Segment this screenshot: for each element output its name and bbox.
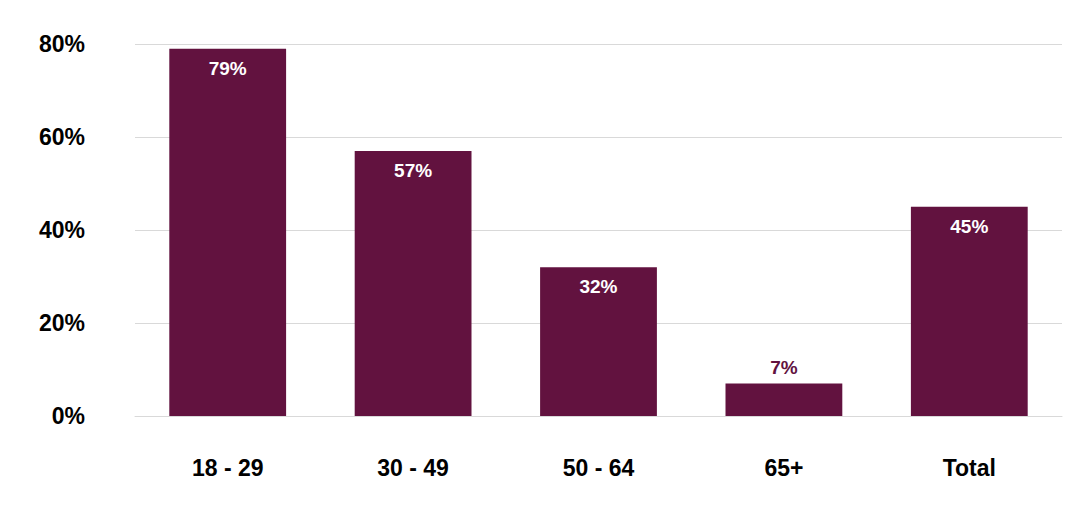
svg-text:57%: 57% [394, 160, 432, 181]
svg-text:60%: 60% [39, 124, 85, 150]
svg-text:20%: 20% [39, 310, 85, 336]
svg-text:7%: 7% [770, 357, 798, 378]
svg-text:0%: 0% [52, 403, 85, 429]
svg-text:65+: 65+ [764, 455, 803, 481]
svg-text:40%: 40% [39, 217, 85, 243]
svg-text:50 - 64: 50 - 64 [563, 455, 635, 481]
svg-text:30 - 49: 30 - 49 [377, 455, 449, 481]
svg-text:18 - 29: 18 - 29 [192, 455, 264, 481]
svg-text:80%: 80% [39, 31, 85, 57]
svg-text:45%: 45% [950, 216, 988, 237]
svg-text:32%: 32% [579, 276, 617, 297]
svg-text:Total: Total [943, 455, 996, 481]
svg-text:79%: 79% [209, 58, 247, 79]
